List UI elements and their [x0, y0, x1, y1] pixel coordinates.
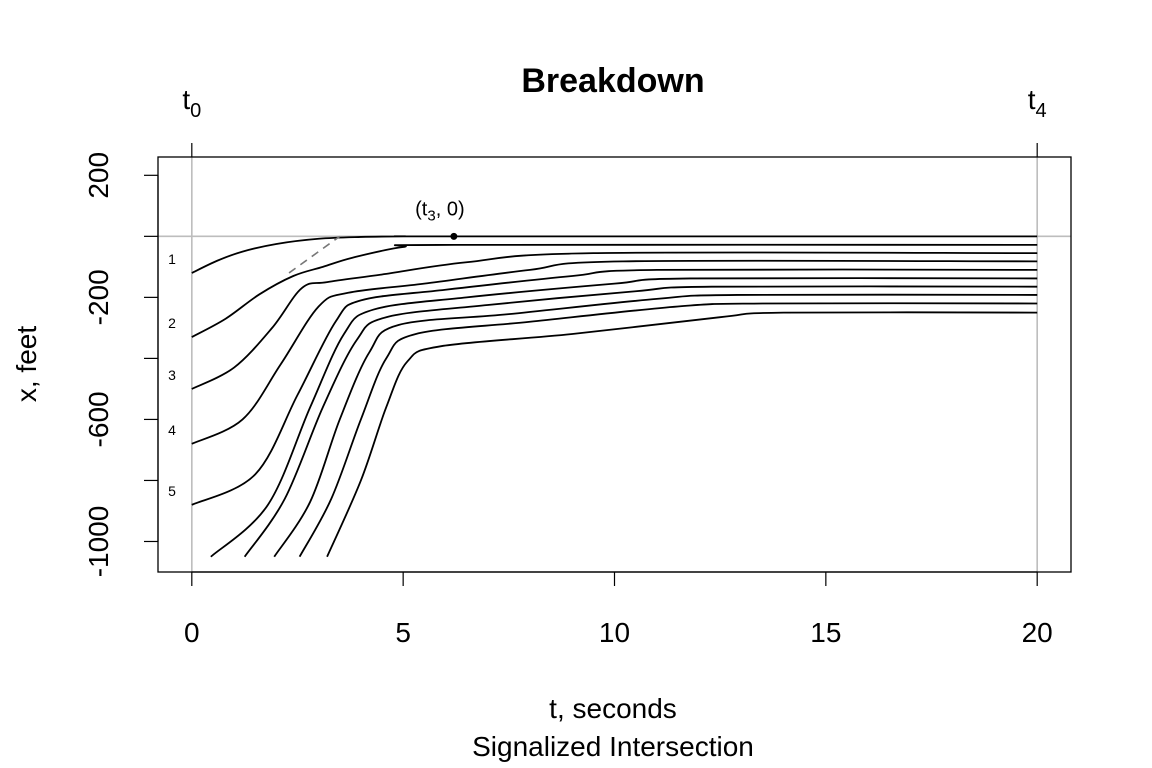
- top-tick-label: t0: [182, 84, 201, 122]
- x-tick-label: 10: [599, 617, 630, 648]
- x-tick-label: 0: [184, 617, 200, 648]
- vehicle-label: 5: [168, 483, 176, 499]
- x-tick-label: 15: [810, 617, 841, 648]
- trajectory-line-2: [191, 243, 1038, 338]
- x-tick-label: 20: [1022, 617, 1053, 648]
- vehicle-label: 3: [168, 367, 176, 383]
- chart-title: Breakdown: [521, 62, 704, 100]
- trajectory-line-6: [210, 277, 1038, 558]
- trajectory-line-3: [191, 251, 1038, 390]
- y-tick-label: -200: [83, 269, 114, 325]
- y-tick-label: -600: [83, 391, 114, 447]
- trajectory-line-5: [191, 268, 1038, 506]
- y-tick-label: 200: [83, 152, 114, 199]
- chart-subtitle: Signalized Intersection: [472, 731, 754, 762]
- x-axis-label: t, seconds: [549, 693, 677, 724]
- top-tick-label: t4: [1028, 84, 1047, 122]
- x-tick-label: 5: [395, 617, 411, 648]
- vehicle-label: 2: [168, 315, 176, 331]
- y-tick-label: -1000: [83, 506, 114, 578]
- annotation-point: [450, 232, 458, 240]
- series-group: [191, 235, 1038, 558]
- grid-lines: [158, 157, 1071, 572]
- trajectory-line-8: [273, 293, 1038, 558]
- vehicle-label: 4: [168, 422, 176, 438]
- labels: (t3, 0) 1 2 3 4 5: [168, 198, 465, 499]
- trajectory-line-9: [298, 302, 1038, 558]
- vehicle-label: 1: [168, 251, 176, 267]
- trajectory-line-10: [326, 311, 1038, 558]
- trajectory-line-7: [243, 285, 1038, 558]
- y-axis-label: x, feet: [11, 326, 42, 402]
- annotation-label: (t3, 0): [415, 198, 464, 224]
- plot-box: [157, 156, 1072, 573]
- trajectory-line-4: [191, 259, 1038, 445]
- trajectory-line-1: [191, 235, 1038, 274]
- dashed-segment: [288, 235, 341, 274]
